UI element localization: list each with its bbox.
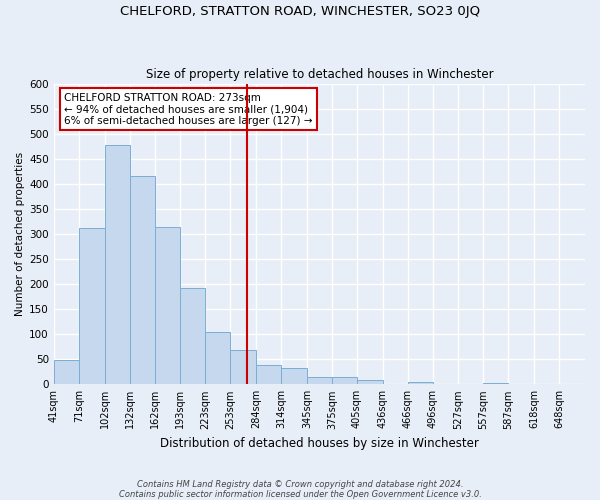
- Bar: [407, 382, 433, 384]
- X-axis label: Distribution of detached houses by size in Winchester: Distribution of detached houses by size …: [160, 437, 479, 450]
- Bar: [205, 332, 230, 384]
- Bar: [256, 366, 281, 384]
- Text: CHELFORD, STRATTON ROAD, WINCHESTER, SO23 0JQ: CHELFORD, STRATTON ROAD, WINCHESTER, SO2…: [120, 5, 480, 18]
- Text: CHELFORD STRATTON ROAD: 273sqm
← 94% of detached houses are smaller (1,904)
6% o: CHELFORD STRATTON ROAD: 273sqm ← 94% of …: [64, 92, 313, 126]
- Bar: [130, 176, 155, 384]
- Bar: [79, 228, 104, 384]
- Bar: [181, 288, 205, 384]
- Bar: [332, 377, 357, 384]
- Bar: [281, 368, 307, 384]
- Bar: [230, 350, 256, 384]
- Bar: [307, 378, 332, 384]
- Bar: [54, 360, 79, 384]
- Bar: [357, 380, 383, 384]
- Bar: [155, 227, 181, 384]
- Title: Size of property relative to detached houses in Winchester: Size of property relative to detached ho…: [146, 68, 493, 81]
- Y-axis label: Number of detached properties: Number of detached properties: [15, 152, 25, 316]
- Text: Contains HM Land Registry data © Crown copyright and database right 2024.
Contai: Contains HM Land Registry data © Crown c…: [119, 480, 481, 499]
- Bar: [104, 144, 130, 384]
